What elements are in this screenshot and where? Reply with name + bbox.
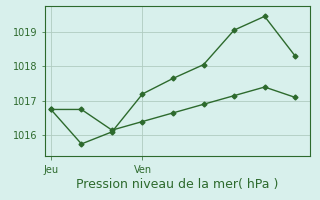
X-axis label: Pression niveau de la mer( hPa ): Pression niveau de la mer( hPa ) [76,178,279,191]
